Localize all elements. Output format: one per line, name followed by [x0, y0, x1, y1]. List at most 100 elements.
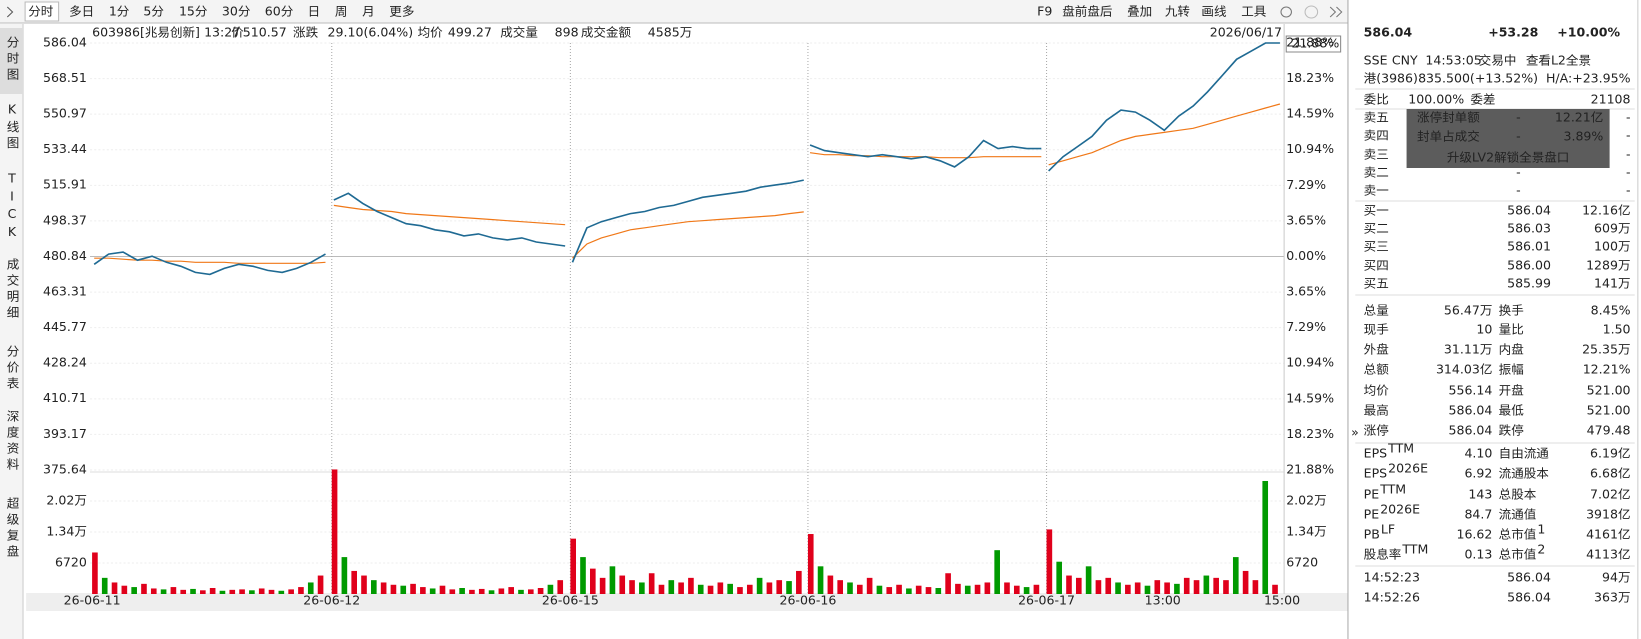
- side-tab[interactable]: K线图: [5, 103, 19, 153]
- vol-tick-label-right: 1.34万: [1286, 525, 1326, 539]
- volume-bar: [974, 584, 981, 594]
- quote-l2-link[interactable]: 查看L2全景: [1526, 53, 1591, 68]
- volume-bar: [746, 584, 753, 594]
- info-price: 510.57: [243, 26, 287, 40]
- quote-status: 14:53:05: [1425, 54, 1481, 68]
- trade-time: 14:52:23: [1364, 571, 1420, 585]
- overlay-value: 12.21亿: [1555, 110, 1603, 125]
- volume-bar: [478, 588, 485, 594]
- fund-value: 4.10: [1464, 447, 1492, 461]
- toolbar-tab[interactable]: 月: [362, 5, 375, 19]
- ask-amount: -: [1626, 148, 1631, 162]
- price-line: [571, 179, 804, 263]
- ask-amount: -: [1626, 111, 1631, 125]
- order-ratio-label: 委比: [1364, 93, 1389, 107]
- order-diff-label: 委差: [1470, 93, 1495, 107]
- volume-bar: [249, 590, 255, 594]
- volume-bar: [570, 538, 576, 594]
- volume-bar: [547, 584, 554, 594]
- volume-bar: [1004, 582, 1010, 594]
- info-amount-label: 成交金额: [581, 25, 631, 40]
- pct-tick-label: 3.65%: [1286, 214, 1326, 228]
- volume-bar: [915, 585, 922, 594]
- fund-label: 总市值: [1499, 547, 1537, 562]
- bid-price: 585.99: [1507, 277, 1551, 291]
- volume-bar: [1134, 582, 1141, 594]
- price-line: [809, 139, 1042, 168]
- toolbar-tool[interactable]: 叠加: [1127, 5, 1152, 19]
- toolbar-tab[interactable]: 多日: [69, 5, 94, 19]
- trade-vol: 94万: [1602, 571, 1631, 585]
- vol-tick-label: 6720: [55, 556, 87, 570]
- volume-bar: [697, 584, 704, 594]
- overlay-upgrade[interactable]: 升级LV2解锁全景盘口: [1447, 150, 1570, 165]
- toolbar-tab[interactable]: 15分: [179, 5, 208, 19]
- volume-bar: [1223, 580, 1229, 594]
- volume-bar: [498, 588, 505, 594]
- volume-bar: [209, 588, 216, 594]
- volume-bar: [111, 582, 118, 594]
- volume-bar: [876, 585, 883, 594]
- y-tick-label: 428.24: [43, 356, 87, 370]
- toolbar-tool[interactable]: 盘前盘后: [1062, 4, 1112, 19]
- toolbar-tool[interactable]: 画线: [1201, 5, 1226, 19]
- avg-line: [333, 204, 566, 226]
- collapse-icon[interactable]: [6, 6, 14, 18]
- fund-label: 总市值: [1499, 527, 1537, 542]
- settings-icon[interactable]: [1280, 6, 1292, 18]
- side-tab[interactable]: 成交明细: [5, 258, 19, 322]
- volume-bar: [1125, 584, 1131, 594]
- vol-tick-label-right: 6720: [1286, 556, 1318, 570]
- stat-value: 556.14: [1449, 384, 1493, 398]
- toolbar-tool[interactable]: 九转: [1165, 4, 1190, 19]
- bid-label: 买一: [1364, 204, 1389, 218]
- fund-label-sup: 2026E: [1380, 503, 1420, 517]
- pct-tick-label: 21.88%: [1286, 36, 1334, 50]
- toolbar-tab[interactable]: 1分: [109, 5, 130, 19]
- volume-bar: [1013, 585, 1020, 594]
- volume-bar: [925, 587, 932, 594]
- toolbar-bg: [0, 0, 1348, 23]
- volume-bar: [945, 573, 951, 594]
- fund-value: 0.13: [1464, 548, 1492, 562]
- side-tab[interactable]: 分时图: [5, 36, 19, 84]
- stat-value: 521.00: [1587, 404, 1631, 418]
- side-tab[interactable]: TICK: [5, 172, 19, 243]
- volume-bar: [1056, 561, 1062, 594]
- panel-toggle[interactable]: »: [1351, 426, 1359, 440]
- volume-bar: [131, 587, 137, 594]
- toolbar-tab[interactable]: 更多: [389, 5, 414, 19]
- volume-bar: [488, 590, 495, 594]
- volume-bar: [219, 590, 226, 594]
- toolbar-tab[interactable]: 分时: [28, 5, 53, 19]
- bid-amount: 609万: [1594, 222, 1630, 236]
- toolbar-tool[interactable]: F9: [1037, 5, 1052, 19]
- volume-bar: [170, 587, 177, 594]
- toolbar-tool[interactable]: 工具: [1241, 5, 1266, 19]
- side-tab[interactable]: 深度资料: [5, 410, 19, 474]
- ask-amount: -: [1626, 166, 1631, 180]
- toolbar-tab[interactable]: 30分: [222, 5, 251, 19]
- side-tab[interactable]: 分价表: [5, 345, 19, 393]
- toolbar-tab[interactable]: 周: [335, 5, 348, 19]
- stat-label: 振幅: [1499, 362, 1524, 377]
- toolbar-tab[interactable]: 60分: [265, 5, 294, 19]
- stat-label: 内盘: [1499, 342, 1524, 357]
- toolbar-tab[interactable]: 5分: [143, 5, 164, 19]
- stat-value: 10: [1476, 323, 1492, 337]
- ask-amount: -: [1626, 184, 1631, 198]
- volume-bar: [786, 581, 792, 594]
- vol-tick-label-right: 2.02万: [1286, 494, 1326, 508]
- expand-icon[interactable]: [1329, 6, 1343, 18]
- stat-value: 31.11万: [1444, 343, 1492, 357]
- volume-bar: [1183, 577, 1190, 594]
- y-tick-label: 480.84: [43, 249, 87, 263]
- order-diff-value: 21108: [1591, 93, 1631, 107]
- volume-bar: [341, 557, 348, 594]
- side-tab[interactable]: 超级复盘: [5, 496, 19, 561]
- volume-bar: [796, 570, 802, 594]
- pct-tick-label: 7.29%: [1286, 178, 1326, 192]
- toolbar-tab[interactable]: 日: [308, 5, 321, 19]
- help-icon[interactable]: [1304, 5, 1319, 19]
